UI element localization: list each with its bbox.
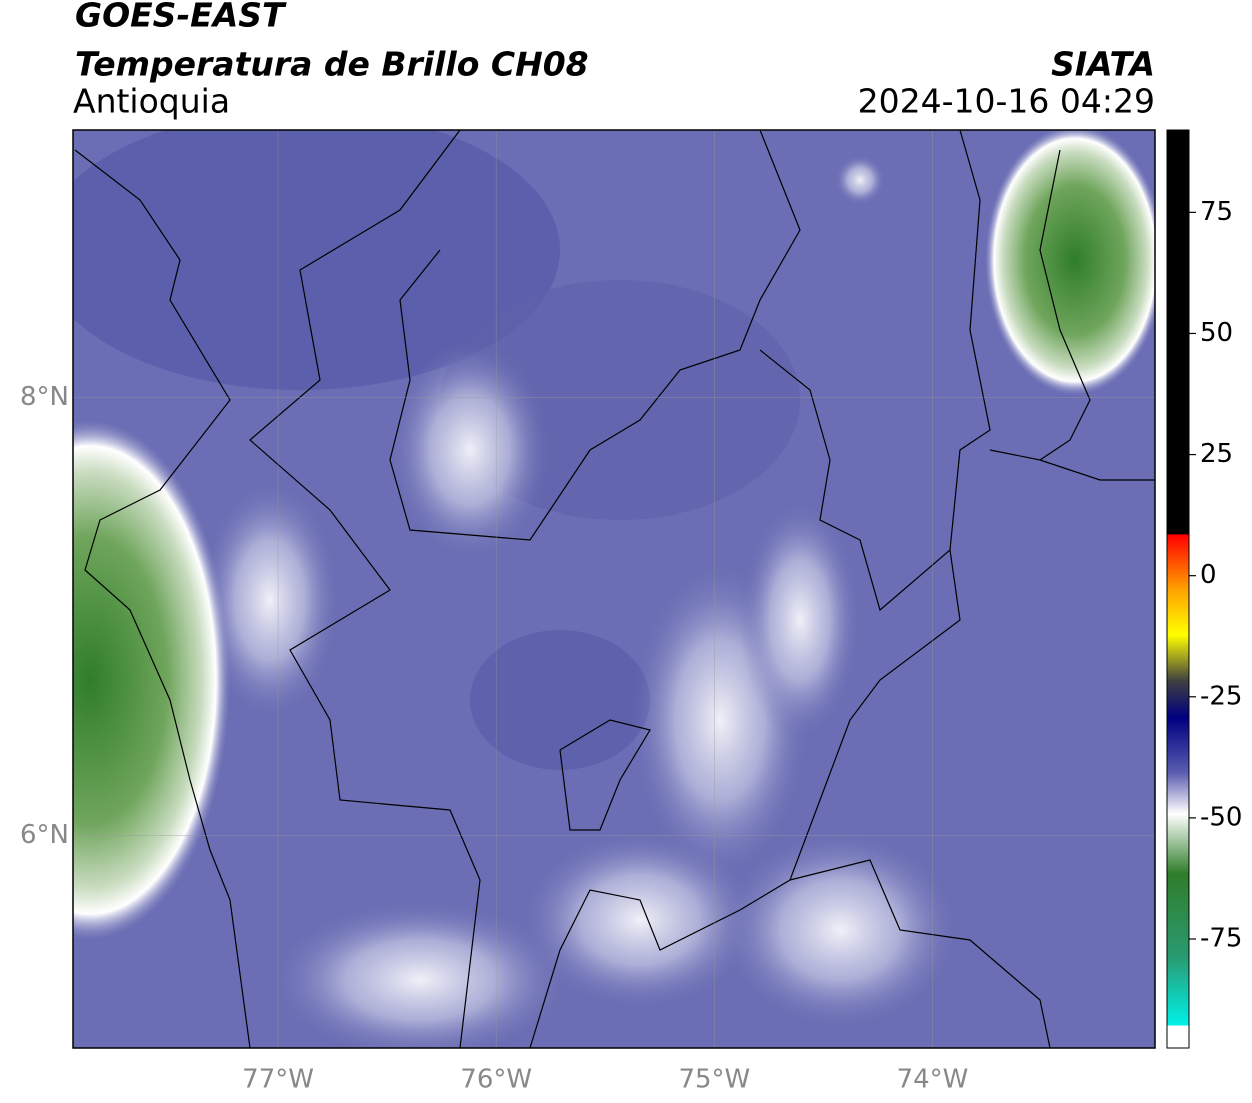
datetime: 2024-10-16 04:29	[858, 82, 1155, 121]
colorbar-tick-label: -75	[1200, 924, 1242, 954]
grid	[73, 130, 1155, 1048]
colorbar-tick-label: 25	[1200, 439, 1233, 469]
colorbar-tick-label: -50	[1200, 802, 1242, 832]
source: SIATA	[1051, 45, 1155, 84]
subtitle: Temperatura de Brillo CH08	[75, 45, 589, 84]
colorbar-tick-label: 0	[1200, 560, 1217, 590]
colorbar-tick-label: 50	[1200, 318, 1233, 348]
lat-tick-label: 8°N	[20, 382, 69, 412]
map-image	[73, 130, 1155, 1048]
lon-tick-label: 76°W	[460, 1065, 532, 1095]
title: GOES-EAST	[75, 0, 287, 35]
lon-tick-label: 74°W	[897, 1065, 969, 1095]
region: Antioquia	[73, 82, 230, 121]
colorbar-tick-label: -25	[1200, 681, 1242, 711]
colorbar	[1166, 129, 1190, 1049]
lon-tick-label: 77°W	[242, 1065, 314, 1095]
map-frame	[72, 129, 1156, 1049]
lat-tick-label: 6°N	[20, 820, 69, 850]
lon-tick-label: 75°W	[678, 1065, 750, 1095]
colorbar-tick-label: 75	[1200, 197, 1233, 227]
